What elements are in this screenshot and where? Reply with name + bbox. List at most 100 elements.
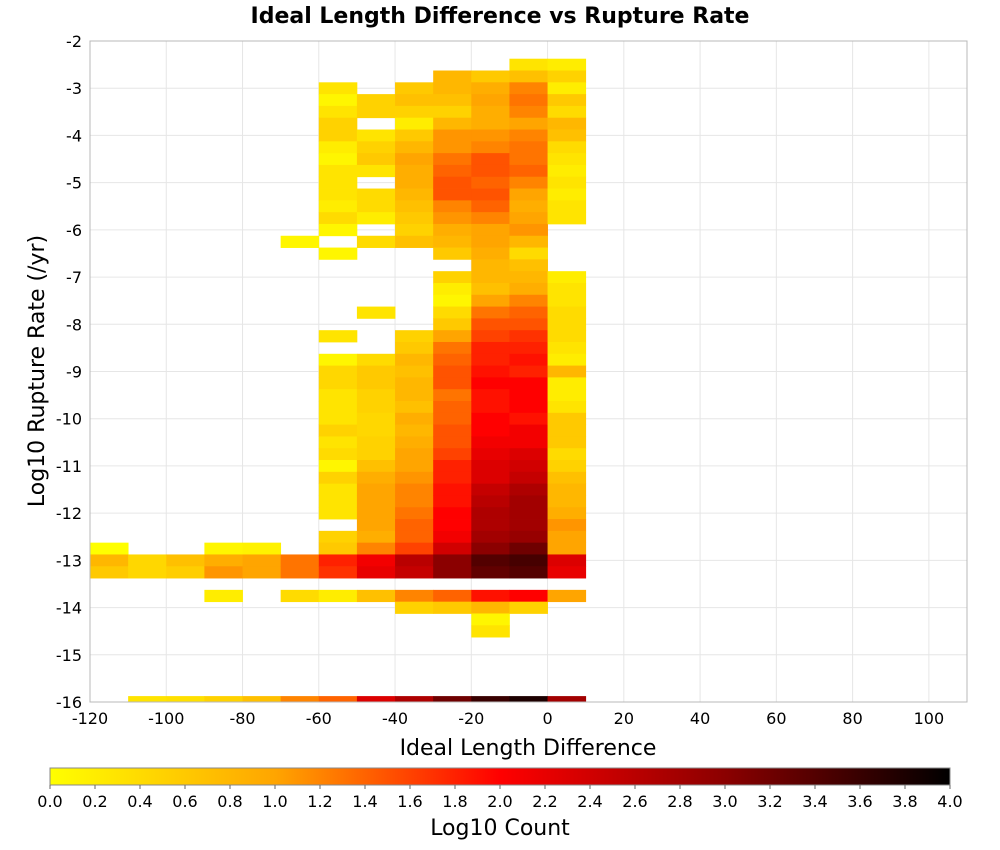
heatmap-cell [318,153,358,166]
heatmap-cell [471,129,510,142]
heatmap-cell [242,554,282,567]
heatmap-cell [433,495,472,508]
heatmap-cell [356,530,396,544]
heatmap-cell [356,235,396,248]
heatmap-cell [433,200,472,213]
y-tick-label: -14 [56,599,82,618]
heatmap-cell [509,259,548,272]
heatmap-cell [471,235,510,248]
heatmap-cell [395,353,434,366]
heatmap-cell [395,377,434,390]
heatmap-cell [356,448,396,461]
heatmap-cell [166,566,205,579]
heatmap-cell [471,259,510,272]
heatmap-cell [433,318,472,331]
heatmap-cell [509,105,548,119]
heatmap-cell [433,117,472,130]
heatmap-cell [318,542,358,555]
plot-frame [89,40,968,703]
heatmap-cell [280,696,320,703]
heatmap-cell [509,282,548,296]
heatmap-cell [547,365,587,378]
heatmap-cell [433,601,472,614]
heatmap-cell [433,471,472,485]
heatmap-cell [433,306,472,319]
heatmap-cell [356,141,396,154]
heatmap-cell [395,566,434,579]
heatmap-cell [318,105,358,119]
heatmap-cell [471,117,510,130]
heatmap-cell [356,105,396,119]
heatmap-cell [356,436,396,449]
heatmap-cell [471,530,510,544]
y-tick-labels: -2 -3 -4 -5 -6 -7 -8 -9 -10 -11 -12 -13 -14 -15 -16 [56,32,82,712]
x-tick-label: -20 [458,709,484,728]
x-tick-label: 20 [614,709,634,728]
colorbar-tick-label: 1.8 [442,792,467,811]
heatmap-cell [318,82,358,95]
heatmap-cell [547,271,587,284]
heatmap-cell [509,519,548,532]
heatmap-cell [318,117,358,130]
heatmap-cell [128,566,167,579]
heatmap-cell [356,483,396,496]
heatmap-cell [547,495,587,508]
heatmap-cell [356,554,396,567]
colorbar-tick-label: 0.2 [82,792,107,811]
colorbar-tick-label: 1.6 [397,792,422,811]
heatmap-cell [90,566,129,579]
heatmap-cell [356,401,396,414]
heatmap-cell [547,294,587,307]
heatmap-cell [509,471,548,485]
heatmap-cell [509,424,548,437]
colorbar-tick-label: 2.2 [532,792,557,811]
heatmap-cell [471,70,510,83]
heatmap-cell [318,129,358,142]
heatmap-cell [509,164,548,178]
heatmap-cell [318,223,358,237]
colorbar-tick-label: 1.4 [352,792,377,811]
heatmap-cell [433,129,472,142]
heatmap-cell [395,129,434,142]
heatmap-cell [395,164,434,178]
heatmap-cell [242,696,282,703]
heatmap-cell [318,589,358,603]
heatmap-cell [509,495,548,508]
heatmap-cell [471,471,510,485]
y-tick-label: -5 [66,174,82,193]
heatmap-cell [433,519,472,532]
heatmap-cell [204,696,243,703]
heatmap-cell [433,164,472,178]
x-axis-label: Ideal Length Difference [400,736,657,761]
colorbar-tick-label: 1.0 [262,792,287,811]
x-tick-label: 80 [842,709,862,728]
heatmap-cell [547,58,587,71]
heatmap-cell [547,141,587,154]
heatmap-cell [547,306,587,319]
heatmap-cell [318,94,358,107]
heatmap-cell [433,153,472,166]
heatmap-cell [433,460,472,473]
y-tick-label: -10 [56,410,82,429]
heatmap-cell [280,589,320,603]
heatmap-cell [395,341,434,355]
colorbar-tick-label: 3.4 [802,792,827,811]
heatmap-cell [471,483,510,496]
heatmap-cell [509,271,548,284]
y-axis-label: Log10 Rupture Rate (/yr) [25,235,50,507]
x-tick-label: -40 [382,709,408,728]
heatmap-cell [547,176,587,189]
heatmap-cell [356,424,396,437]
heatmap-cell [395,436,434,449]
heatmap-cell [356,389,396,402]
heatmap-cell [509,318,548,331]
x-tick-label: -100 [148,709,184,728]
heatmap-cell [395,460,434,473]
heatmap-cell [547,105,587,119]
heatmap-cell [509,436,548,449]
colorbar-tick-label: 1.2 [307,792,332,811]
heatmap-cell [433,271,472,284]
heatmap-cell [509,82,548,95]
y-tick-label: -12 [56,504,82,523]
heatmap-cell [471,495,510,508]
